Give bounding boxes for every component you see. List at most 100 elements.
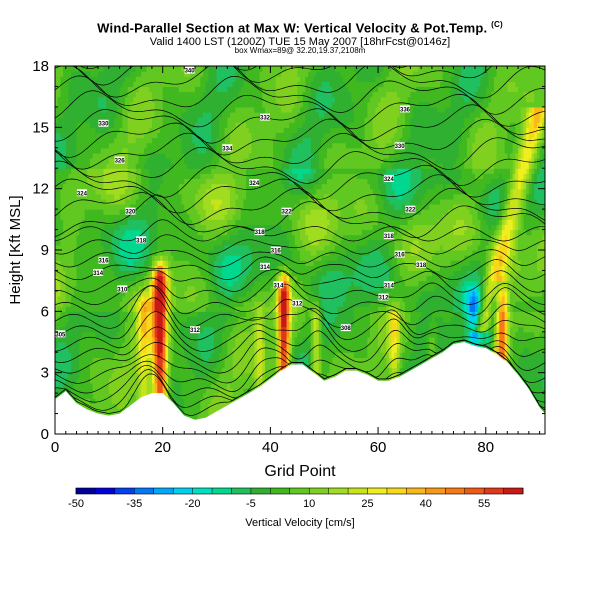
velocity-cell — [87, 96, 91, 103]
velocity-cell — [192, 413, 196, 420]
velocity-cell — [221, 244, 226, 251]
velocity-cell — [130, 86, 134, 93]
velocity-cell — [195, 331, 199, 338]
velocity-cell — [238, 234, 242, 241]
velocity-cell — [203, 331, 207, 338]
velocity-cell — [108, 336, 113, 343]
velocity-cell — [203, 311, 207, 318]
velocity-cell — [84, 347, 88, 353]
velocity-cell — [181, 198, 185, 205]
velocity-cell — [192, 239, 196, 246]
velocity-cell — [211, 377, 215, 384]
velocity-cell — [235, 163, 239, 169]
velocity-cell — [168, 285, 172, 292]
velocity-cell — [84, 76, 88, 82]
velocity-cell — [154, 81, 158, 88]
velocity-cell — [71, 377, 75, 384]
velocity-cell — [63, 209, 67, 215]
velocity-cell — [165, 280, 169, 287]
velocity-cell — [235, 76, 239, 82]
velocity-cell — [173, 275, 177, 282]
velocity-cell — [216, 122, 220, 128]
velocity-cell — [68, 163, 72, 169]
velocity-cell — [208, 377, 212, 384]
velocity-cell — [79, 393, 83, 399]
velocity-cell — [230, 132, 234, 139]
velocity-cell — [122, 117, 126, 123]
velocity-cell — [130, 265, 134, 272]
velocity-cell — [81, 301, 86, 307]
velocity-cell — [71, 250, 75, 256]
velocity-cell — [127, 137, 131, 144]
velocity-cell — [151, 255, 156, 261]
velocity-cell — [232, 393, 236, 399]
velocity-cell — [149, 81, 153, 88]
velocity-cell — [186, 214, 191, 220]
velocity-cell — [208, 244, 212, 251]
velocity-cell — [111, 367, 115, 374]
velocity-cell — [184, 122, 188, 128]
velocity-cell — [184, 81, 188, 88]
velocity-cell — [186, 362, 191, 369]
valid-time-line: Valid 1400 LST (1200Z) TUE 15 May 2007 [… — [149, 36, 451, 48]
velocity-cell — [135, 214, 140, 220]
velocity-cell — [160, 321, 164, 328]
velocity-cell — [111, 326, 115, 333]
velocity-cell — [57, 127, 61, 134]
velocity-cell — [108, 96, 113, 103]
velocity-cell — [238, 290, 242, 297]
velocity-cell — [162, 142, 166, 149]
velocity-cell — [208, 290, 212, 297]
velocity-cell — [114, 229, 118, 236]
velocity-cell — [68, 168, 72, 174]
velocity-cell — [55, 183, 59, 190]
velocity-cell — [195, 377, 199, 384]
velocity-cell — [106, 91, 110, 98]
velocity-cell — [203, 239, 207, 246]
velocity-cell — [95, 76, 99, 82]
velocity-cell — [232, 137, 236, 144]
velocity-cell — [197, 183, 201, 190]
velocity-cell — [122, 214, 126, 220]
velocity-cell — [157, 331, 161, 338]
velocity-cell — [87, 163, 91, 169]
velocity-cell — [224, 214, 228, 220]
velocity-cell — [213, 168, 218, 174]
velocity-cell — [116, 173, 121, 180]
velocity-cell — [160, 86, 164, 93]
velocity-cell — [55, 321, 59, 328]
velocity-cell — [92, 188, 96, 195]
velocity-cell — [186, 280, 191, 287]
velocity-cell — [119, 331, 123, 338]
velocity-cell — [232, 71, 236, 77]
velocity-cell — [224, 398, 228, 404]
velocity-cell — [79, 280, 83, 287]
velocity-cell — [92, 357, 96, 364]
velocity-cell — [95, 229, 99, 236]
velocity-cell — [95, 188, 99, 195]
velocity-cell — [81, 112, 86, 118]
velocity-cell — [216, 127, 220, 134]
velocity-cell — [195, 352, 199, 358]
velocity-cell — [65, 367, 70, 374]
velocity-cell — [119, 296, 123, 302]
velocity-cell — [116, 204, 121, 210]
velocity-cell — [162, 81, 166, 88]
velocity-cell — [170, 117, 175, 123]
velocity-cell — [197, 296, 201, 302]
velocity-cell — [95, 137, 99, 144]
velocity-cell — [76, 219, 80, 226]
velocity-cell — [146, 204, 150, 210]
velocity-cell — [176, 347, 180, 353]
velocity-cell — [184, 255, 188, 261]
velocity-cell — [157, 127, 161, 134]
velocity-cell — [232, 270, 236, 277]
velocity-cell — [119, 265, 123, 272]
velocity-cell — [95, 398, 99, 404]
velocity-cell — [173, 188, 177, 195]
velocity-cell — [203, 86, 207, 93]
velocity-cell — [92, 393, 96, 399]
velocity-cell — [173, 382, 177, 389]
velocity-cell — [106, 270, 110, 277]
